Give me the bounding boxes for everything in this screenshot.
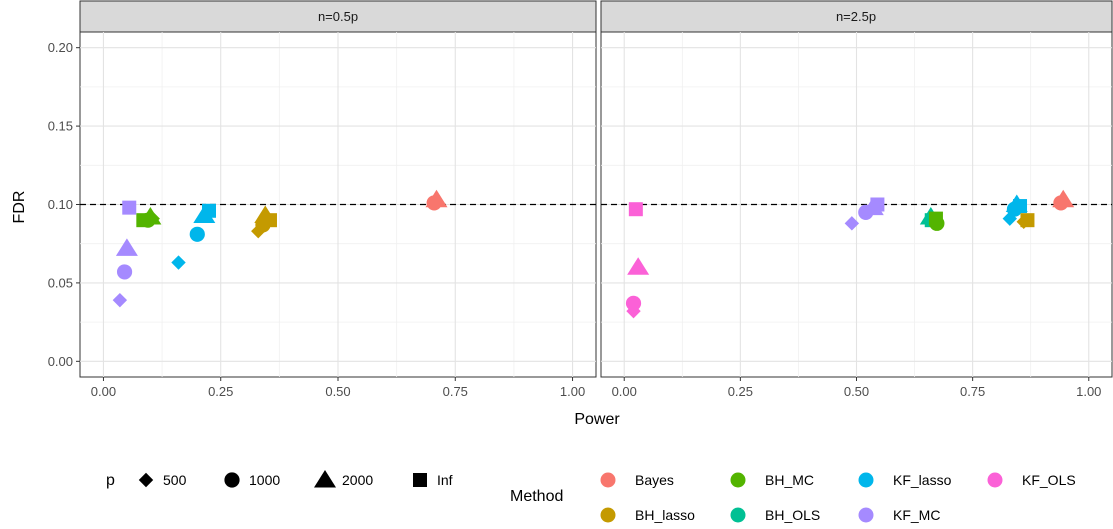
points-1	[112, 189, 448, 308]
data-point-bayes	[1052, 189, 1075, 208]
gridlines-1	[80, 32, 596, 377]
x-tick-label: 0.50	[325, 384, 350, 399]
x-tick-label: 1.00	[560, 384, 585, 399]
y-tick-label: 0.00	[48, 354, 73, 369]
data-point-kf-mc	[115, 238, 138, 256]
color-legend-label: KF_MC	[893, 507, 940, 523]
x-tick-label: 0.75	[960, 384, 985, 399]
color-legend: Method Bayes BH_lasso BH_MC BH_OLS KF_lasso K…	[510, 472, 1076, 523]
data-point-kf-mc	[116, 264, 133, 280]
x-tick-label: 0.25	[728, 384, 753, 399]
data-point-bh-lasso	[251, 223, 266, 239]
shape-legend-items: 500 1000 2000 Inf	[138, 470, 453, 488]
legend-key-bh-ols	[730, 507, 746, 523]
x-tick-label: 0.25	[208, 384, 233, 399]
x-axis-title: Power	[574, 411, 620, 428]
data-point-bh-lasso	[1020, 213, 1035, 228]
strip-background-2	[600, 0, 1113, 33]
color-legend-title: Method	[510, 488, 563, 505]
x-tick-label: 0.00	[612, 384, 637, 399]
data-point-bh-mc	[136, 213, 151, 228]
strip-background-1	[79, 0, 597, 33]
points-2	[625, 189, 1075, 319]
y-tick-label: 0.05	[48, 275, 73, 290]
data-point-kf-lasso	[189, 226, 205, 242]
y-tick-label: 0.10	[48, 197, 73, 212]
legend-key-square	[413, 473, 427, 487]
x-tick-label: 0.75	[443, 384, 468, 399]
x-ticks-2: 0.00 0.25 0.50 0.75 1.00	[612, 377, 1101, 399]
legend-key-diamond	[138, 472, 154, 488]
color-legend-label: BH_lasso	[635, 507, 695, 523]
color-legend-label: KF_OLS	[1022, 472, 1076, 488]
legend-key-bh-lasso	[600, 507, 616, 523]
shape-legend: p 500 1000 2000 Inf	[106, 470, 453, 489]
strip-label-2: n=2.5p	[836, 9, 876, 24]
legend-key-kf-lasso	[858, 472, 874, 488]
y-tick-label: 0.15	[48, 119, 73, 134]
data-point-kf-ols	[628, 202, 643, 217]
color-legend-label: Bayes	[635, 472, 674, 488]
x-tick-label: 0.50	[844, 384, 869, 399]
y-ticks: 0.00 0.05 0.10 0.15 0.20	[48, 40, 80, 369]
y-axis-title: FDR	[11, 191, 28, 224]
legend-key-bayes	[600, 472, 616, 488]
shape-legend-label: 500	[163, 472, 187, 488]
data-point-kf-mc	[844, 216, 860, 231]
shape-legend-label: 1000	[249, 472, 280, 488]
color-legend-label: KF_lasso	[893, 472, 952, 488]
legend-key-circle	[224, 472, 240, 488]
data-point-kf-mc	[112, 292, 128, 308]
data-point-kf-lasso	[202, 203, 216, 218]
data-point-bh-mc	[928, 211, 943, 226]
data-point-bh-lasso	[262, 213, 277, 228]
strip-label-1: n=0.5p	[318, 9, 358, 24]
data-point-kf-mc	[870, 197, 885, 212]
data-point-kf-lasso	[171, 255, 186, 270]
shape-legend-title: p	[106, 472, 115, 489]
color-legend-items: Bayes BH_lasso BH_MC BH_OLS KF_lasso KF_MC KF_…	[600, 472, 1076, 523]
data-point-kf-ols	[625, 295, 642, 311]
data-point-kf-mc	[122, 200, 137, 215]
legend-key-kf-mc	[858, 507, 874, 523]
legend-key-kf-ols	[987, 472, 1003, 488]
data-point-kf-lasso	[1002, 211, 1017, 226]
data-point-kf-ols	[627, 257, 650, 275]
data-point-bayes	[426, 195, 442, 211]
x-tick-label: 1.00	[1076, 384, 1101, 399]
color-legend-label: BH_OLS	[765, 507, 820, 523]
legend-key-triangle	[314, 470, 336, 488]
legend-key-bh-mc	[730, 472, 746, 488]
panel-n-2-5p: n=2.5p 0.00 0.25 0.50 0.75 1.00	[600, 0, 1113, 399]
color-legend-label: BH_MC	[765, 472, 814, 488]
x-ticks-1: 0.00 0.25 0.50 0.75 1.00	[91, 377, 585, 399]
y-tick-label: 0.20	[48, 40, 73, 55]
gridlines-2	[601, 32, 1112, 377]
data-point-kf-lasso	[1013, 199, 1028, 214]
panel-n-0-5p: n=0.5p 0.00 0.25 0.50 0.75 1.00	[79, 0, 597, 399]
shape-legend-label: Inf	[437, 472, 453, 488]
x-tick-label: 0.00	[91, 384, 116, 399]
shape-legend-label: 2000	[342, 472, 373, 488]
